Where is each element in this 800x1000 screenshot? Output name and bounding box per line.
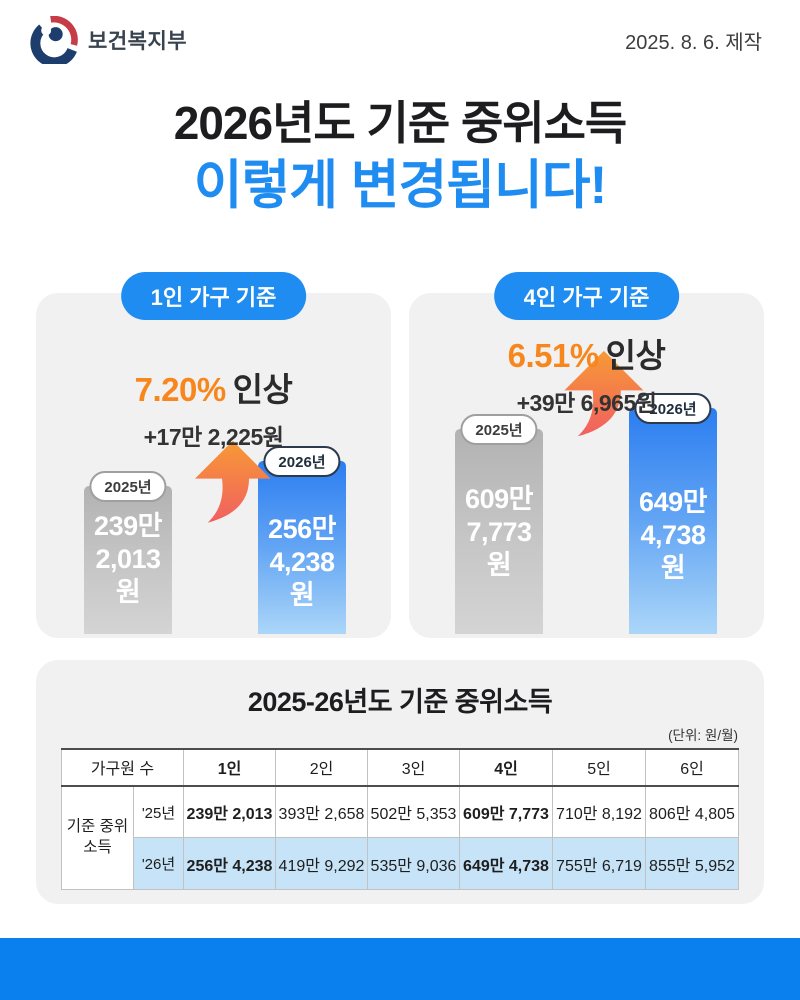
income-table-card: 2025-26년도 기준 중위소득 (단위: 원/월) 가구원 수 1인 2인 … bbox=[36, 659, 764, 904]
value-25-2in: 393만 2,658 bbox=[275, 785, 368, 839]
bar-2025-amount: 239만 2,013원 bbox=[84, 510, 172, 609]
value-25-5in: 710만 8,192 bbox=[552, 785, 646, 839]
header-col-6in: 6인 bbox=[645, 747, 739, 787]
bar-2026: 2026년 649만 4,738원 bbox=[629, 392, 717, 634]
increase-block-1-person: 7.20% 인상 +17만 2,225원 bbox=[36, 293, 391, 452]
upward-arrow-icon bbox=[195, 440, 271, 523]
bar-2026: 2026년 256만 4,238원 bbox=[258, 445, 346, 634]
value-25-6in: 806만 4,805 bbox=[645, 785, 739, 839]
bar-2026-amount-line1: 256만 bbox=[268, 513, 336, 544]
median-income-table: 가구원 수 1인 2인 3인 4인 5인 6인 기준 중위소득 '25년 239… bbox=[60, 747, 739, 891]
ministry-brand: 보건복지부 bbox=[30, 16, 187, 64]
table-unit-label: (단위: 원/월) bbox=[668, 727, 738, 743]
bar-2025-amount-line1: 239만 bbox=[94, 510, 162, 541]
header-col-3in: 3인 bbox=[367, 747, 460, 787]
bar-2025-amount: 609만 7,773원 bbox=[455, 483, 543, 582]
bar-2025: 2025년 239만 2,013원 bbox=[84, 470, 172, 634]
increase-percent-line: 7.20% 인상 bbox=[36, 363, 391, 411]
bar-2025-amount-line2: 7,773원 bbox=[466, 516, 532, 580]
table-title: 2025-26년도 기준 중위소득 bbox=[247, 686, 553, 717]
main-title-block: 2026년도 기준 중위소득 이렇게 변경됩니다! bbox=[0, 97, 800, 215]
increase-percent-value: 7.20% bbox=[134, 370, 227, 408]
production-date: 2025. 8. 6. 제작 bbox=[625, 31, 762, 54]
value-26-3in: 535만 9,036 bbox=[367, 837, 460, 891]
card-badge-1-person: 1인 가구 기준 bbox=[120, 271, 307, 320]
increase-block-4-person: 6.51% 인상 +39만 6,965원 bbox=[409, 293, 764, 418]
value-26-6in: 855만 5,952 bbox=[645, 837, 739, 891]
bar-2025-year-badge: 2025년 bbox=[460, 413, 538, 445]
value-26-2in: 419만 9,292 bbox=[275, 837, 368, 891]
header-col-2in: 2인 bbox=[275, 747, 368, 787]
title-line2: 이렇게 변경됩니다! bbox=[193, 155, 607, 215]
card-4-person-household: 4인 가구 기준 6.51% 인상 +39만 6,965원 2025년 609만 … bbox=[409, 271, 764, 638]
card-1-person-household: 1인 가구 기준 7.20% 인상 +17만 2,225원 2025년 239만 … bbox=[36, 271, 391, 638]
value-25-4in: 609만 7,773 bbox=[459, 785, 553, 839]
card-badge-4-person: 4인 가구 기준 bbox=[493, 271, 680, 320]
bar-2025-year-badge: 2025년 bbox=[89, 470, 167, 502]
value-26-1in: 256만 4,238 bbox=[183, 837, 276, 891]
header-household-size: 가구원 수 bbox=[60, 747, 185, 787]
bar-2025-amount-line2: 2,013원 bbox=[95, 543, 161, 607]
bar-2026-amount-line2: 4,238원 bbox=[269, 546, 335, 610]
value-26-4in: 649만 4,738 bbox=[459, 837, 553, 891]
year-label-26: '26년 bbox=[132, 837, 185, 891]
year-label-25: '25년 bbox=[132, 785, 185, 839]
bar-2025-amount-line1: 609만 bbox=[465, 483, 533, 514]
header-col-4in: 4인 bbox=[459, 747, 553, 787]
increase-percent-line: 6.51% 인상 bbox=[409, 329, 764, 377]
government-taegeuk-logo-icon bbox=[30, 16, 78, 64]
page-header: 보건복지부 2025. 8. 6. 제작 bbox=[0, 0, 800, 64]
footer-bar bbox=[0, 938, 800, 1000]
table-row-2026: '26년 256만 4,238 419만 9,292 535만 9,036 64… bbox=[61, 837, 739, 891]
bar-2025: 2025년 609만 7,773원 bbox=[455, 413, 543, 634]
table-row-2025: 기준 중위소득 '25년 239만 2,013 393만 2,658 502만 … bbox=[60, 785, 739, 891]
increase-percent-suffix: 인상 bbox=[232, 370, 293, 408]
increase-amount: +17만 2,225원 bbox=[143, 423, 284, 450]
bar-2026-year-badge: 2026년 bbox=[263, 445, 341, 477]
ministry-name: 보건복지부 bbox=[88, 30, 188, 53]
increase-percent-suffix: 인상 bbox=[605, 336, 666, 374]
bar-2026-amount: 256만 4,238원 bbox=[258, 513, 346, 612]
comparison-cards-row: 1인 가구 기준 7.20% 인상 +17만 2,225원 2025년 239만 … bbox=[0, 271, 800, 638]
value-26-5in: 755만 6,719 bbox=[552, 837, 646, 891]
increase-percent-value: 6.51% bbox=[507, 336, 600, 374]
title-line1: 2026년도 기준 중위소득 bbox=[173, 97, 627, 149]
table-header-row: 가구원 수 1인 2인 3인 4인 5인 6인 bbox=[60, 747, 739, 787]
bar-2026-amount: 649만 4,738원 bbox=[629, 486, 717, 585]
bar-2026-year-badge: 2026년 bbox=[634, 392, 712, 424]
header-col-5in: 5인 bbox=[552, 747, 646, 787]
value-25-1in: 239만 2,013 bbox=[183, 785, 276, 839]
upward-arrow-icon bbox=[564, 350, 644, 437]
bar-2026-amount-line2: 4,738원 bbox=[640, 519, 706, 583]
row-group-label: 기준 중위소득 bbox=[60, 785, 134, 891]
header-col-1in: 1인 bbox=[183, 747, 276, 787]
increase-amount: +39만 6,965원 bbox=[516, 389, 657, 416]
bar-2026-amount-line1: 649만 bbox=[639, 486, 707, 517]
value-25-3in: 502만 5,353 bbox=[367, 785, 460, 839]
